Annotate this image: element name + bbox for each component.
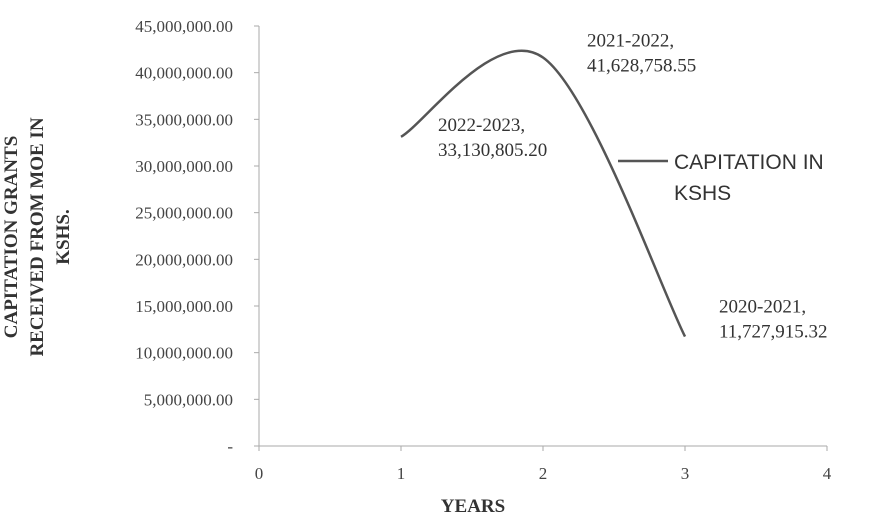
legend-label: KSHS [674,182,731,205]
y-tick-label: 10,000,000.00 [135,344,233,363]
series-line-capitation [400,49,687,338]
y-tick-label: 30,000,000.00 [135,157,233,176]
x-tick-label: 3 [681,464,690,483]
y-tick-label: 35,000,000.00 [135,110,233,129]
y-tick-label: 25,000,000.00 [135,204,233,223]
y-tick-label: 40,000,000.00 [135,64,233,83]
y-tick-label: 20,000,000.00 [135,250,233,269]
data-label: 2022-2023, [438,115,525,136]
legend-label: CAPITATION IN [674,151,824,174]
data-label: 2020-2021, [719,297,806,318]
y-axis-title-line: KSHS. [53,209,74,264]
data-label: 41,628,758.55 [587,55,696,76]
data-label: 11,727,915.32 [719,322,828,343]
x-tick-label: 4 [823,464,832,483]
y-tick-label: - [227,437,233,456]
data-label: 2021-2022, [587,30,674,51]
y-axis-title-line: CAPITATION GRANTS [1,136,22,339]
y-tick-label: 45,000,000.00 [135,17,233,36]
x-tick-label: 2 [539,464,548,483]
y-axis-title: CAPITATION GRANTS RECEIVED FROM MOE IN KSH… [1,117,74,356]
y-tick-label: 5,000,000.00 [144,390,233,409]
x-axis-title: YEARS [441,496,505,515]
x-tick-label: 0 [255,464,264,483]
y-tick-label: 15,000,000.00 [135,297,233,316]
y-axis-title-line: RECEIVED FROM MOE IN [27,117,48,356]
x-tick-label: 1 [397,464,406,483]
data-label: 33,130,805.20 [438,140,547,161]
